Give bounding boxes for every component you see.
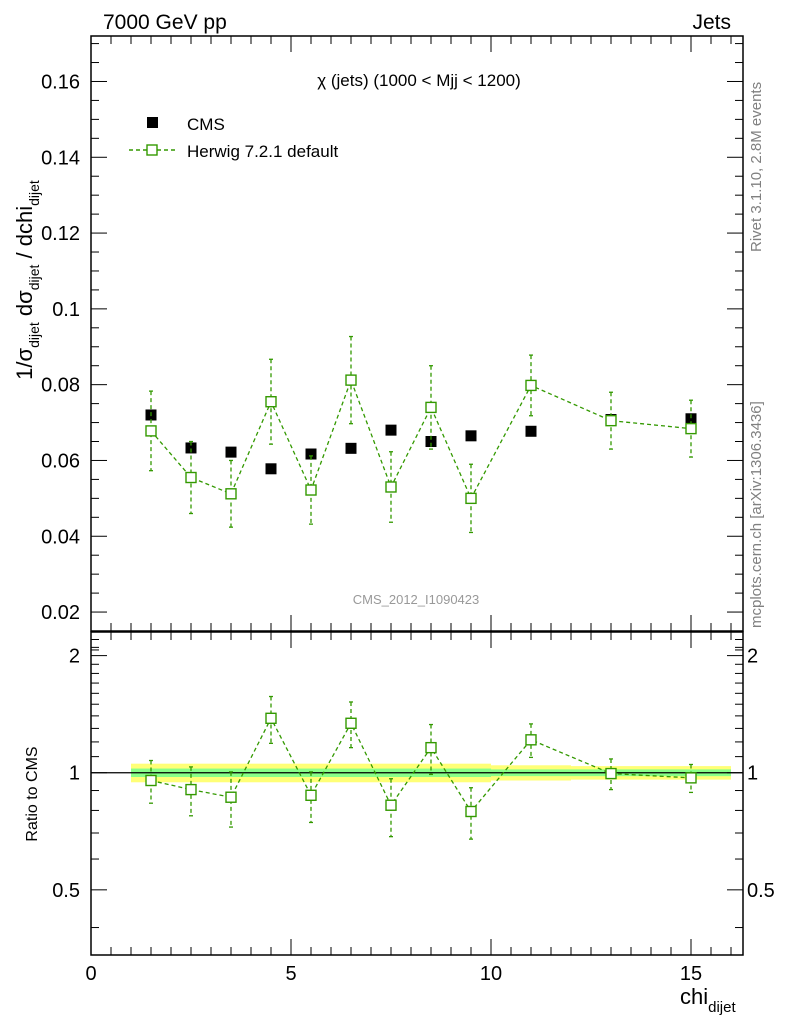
y-tick-label: 0.1	[52, 299, 80, 321]
herwig-point	[145, 425, 157, 437]
herwig-ratio-point	[525, 734, 537, 746]
herwig-ratio-point	[425, 741, 437, 754]
reference-band	[91, 763, 743, 783]
y-tick-label: 0.14	[41, 147, 80, 169]
main-axis-ticks: 0.02 0.04 0.06 0.08 0.1 0.12 0.14 0.16	[41, 36, 743, 651]
cms-point	[385, 424, 397, 436]
herwig-ratio-point	[605, 767, 617, 780]
header-left: 7000 GeV pp	[103, 11, 227, 34]
x-tick-label: 10	[480, 963, 502, 985]
ratio-tick-label: 0.5	[52, 880, 80, 902]
x-tick-label: 5	[285, 963, 296, 985]
herwig-point	[525, 379, 537, 392]
y-tick-label: 0.08	[41, 375, 80, 397]
herwig-ratio-point	[385, 799, 397, 811]
herwig-ratio-point	[305, 789, 317, 801]
ratio-frame	[90, 631, 744, 956]
ratio-tick-label-right: 0.5	[747, 880, 775, 902]
y-tick-label: 0.06	[41, 450, 80, 472]
legend-herwig-label: Herwig 7.2.1 default	[187, 142, 338, 161]
herwig-ratio-point	[465, 805, 477, 818]
ratio-axis-ticks: 0 5 10 15 0.5 0.5 1 1 2 2	[52, 632, 775, 985]
herwig-ratio-point	[685, 772, 697, 784]
herwig-ratio-point	[185, 783, 197, 796]
ratio-tick-label-right: 2	[747, 646, 758, 668]
herwig-point	[265, 396, 277, 408]
cms-point	[185, 442, 197, 454]
cms-point	[305, 448, 317, 460]
ratio-y-label: Ratio to CMS	[24, 746, 41, 841]
cms-point	[265, 463, 277, 475]
legend-cms-label: CMS	[187, 115, 225, 134]
cms-point	[425, 436, 437, 448]
x-axis-label: chidijet	[680, 984, 736, 1016]
herwig-point	[425, 401, 437, 414]
chart-title: χ (jets) (1000 < Mjj < 1200)	[317, 71, 521, 90]
herwig-point	[225, 488, 237, 500]
ratio-tick-label: 2	[69, 646, 80, 668]
ratio-data	[145, 695, 697, 840]
herwig-ratio-point	[225, 791, 237, 803]
herwig-point	[185, 471, 197, 484]
main-frame	[90, 35, 744, 632]
y-tick-label: 0.16	[41, 71, 80, 93]
ratio-panel: 0 5 10 15 0.5 0.5 1 1 2 2	[52, 631, 775, 985]
cms-point	[465, 430, 477, 442]
watermark: CMS_2012_I1090423	[353, 592, 480, 607]
herwig-line	[150, 378, 692, 500]
x-tick-label: 0	[85, 963, 96, 985]
y-axis-label: 1/σdijet dσdijet / dchidijet	[12, 180, 42, 380]
cms-point	[685, 413, 697, 425]
herwig-point	[385, 481, 397, 493]
ratio-tick-label: 1	[69, 763, 80, 785]
y-tick-label: 0.04	[41, 526, 80, 548]
herwig-ratio-point	[345, 717, 357, 729]
herwig-point	[305, 484, 317, 496]
herwig-point	[605, 414, 617, 427]
y-tick-label: 0.12	[41, 223, 80, 245]
herwig-point	[465, 492, 477, 505]
rivet-label: Rivet 3.1.10, 2.8M events	[748, 82, 765, 252]
mcplots-label: mcplots.cern.ch [arXiv:1306.3436]	[748, 401, 765, 628]
ratio-tick-label-right: 1	[747, 763, 758, 785]
herwig-point	[685, 422, 697, 435]
legend: CMS Herwig 7.2.1 default	[129, 115, 338, 161]
y-tick-label: 0.02	[41, 602, 80, 624]
herwig-point	[345, 374, 357, 386]
cms-point	[525, 425, 537, 437]
cms-point	[345, 442, 357, 454]
main-data	[145, 335, 697, 534]
herwig-ratio-point	[265, 712, 277, 725]
y-axis-label-text: 1/σdijet dσdijet / dchidijet	[12, 180, 42, 380]
legend-herwig-marker	[146, 144, 158, 156]
x-tick-label: 15	[680, 963, 702, 985]
herwig-ratio-point	[145, 774, 157, 787]
header-right: Jets	[692, 11, 731, 34]
cms-point	[225, 446, 237, 458]
main-panel: 0.02 0.04 0.06 0.08 0.1 0.12 0.14 0.16 χ (jets)…	[41, 35, 744, 651]
legend-cms-marker	[147, 117, 158, 128]
